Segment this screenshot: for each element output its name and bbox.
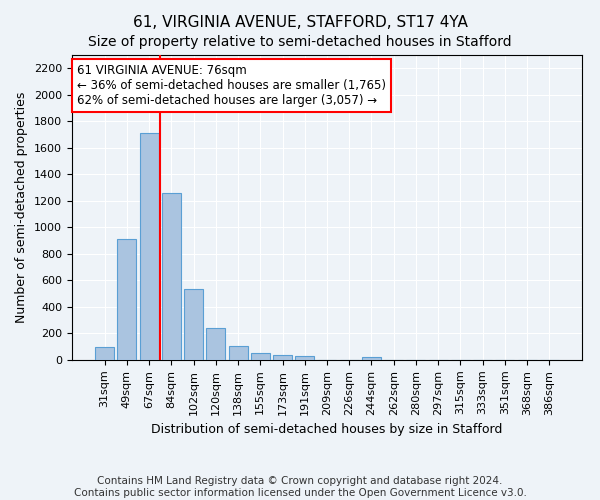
Text: Contains HM Land Registry data © Crown copyright and database right 2024.
Contai: Contains HM Land Registry data © Crown c…	[74, 476, 526, 498]
Bar	[95, 348, 114, 360]
Bar	[206, 328, 225, 360]
Bar	[184, 289, 203, 360]
Bar	[162, 193, 181, 360]
Y-axis label: Number of semi-detached properties: Number of semi-detached properties	[16, 92, 28, 323]
Text: 61, VIRGINIA AVENUE, STAFFORD, ST17 4YA: 61, VIRGINIA AVENUE, STAFFORD, ST17 4YA	[133, 15, 467, 30]
X-axis label: Distribution of semi-detached houses by size in Stafford: Distribution of semi-detached houses by …	[151, 423, 503, 436]
Bar	[251, 354, 270, 360]
Bar	[140, 133, 158, 360]
Bar	[273, 356, 292, 360]
Bar	[362, 357, 381, 360]
Bar	[295, 356, 314, 360]
Text: Size of property relative to semi-detached houses in Stafford: Size of property relative to semi-detach…	[88, 35, 512, 49]
Text: 61 VIRGINIA AVENUE: 76sqm
← 36% of semi-detached houses are smaller (1,765)
62% : 61 VIRGINIA AVENUE: 76sqm ← 36% of semi-…	[77, 64, 386, 107]
Bar	[118, 240, 136, 360]
Bar	[229, 346, 248, 360]
